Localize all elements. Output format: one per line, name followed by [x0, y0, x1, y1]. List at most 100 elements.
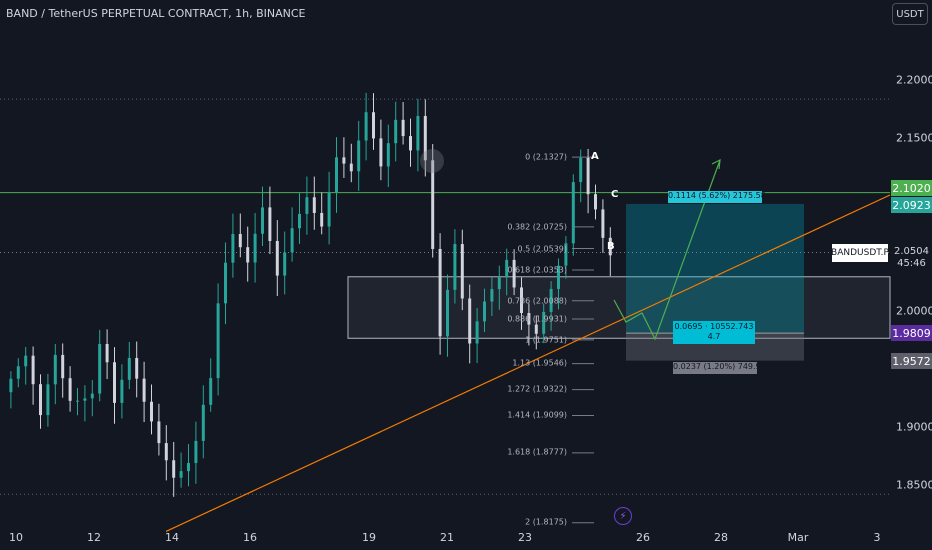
candle-body	[16, 366, 20, 379]
fib-label: 1.618 (1.8777)	[507, 447, 567, 457]
candle-body	[246, 247, 250, 263]
x-tick-label: 16	[243, 531, 257, 544]
wave-label-c: C	[611, 189, 619, 200]
x-tick-label: 12	[87, 531, 101, 544]
trendline	[165, 194, 891, 532]
candle-body	[194, 440, 198, 463]
fib-label: 1.414 (1.9099)	[507, 410, 567, 420]
wave-label-b: B	[607, 241, 615, 252]
candle-body	[490, 289, 494, 302]
fib-label: 0.618 (2.0353)	[507, 265, 567, 275]
candle-body	[150, 401, 153, 422]
candle-body	[120, 379, 124, 403]
candle-body	[187, 462, 190, 472]
candle-body	[164, 443, 168, 461]
candle-body	[238, 234, 242, 248]
fib-label: 1 (1.9751)	[525, 335, 567, 345]
candle-body	[39, 384, 42, 416]
x-tick-label: 19	[362, 531, 376, 544]
candle-body	[231, 234, 235, 263]
lightning-icon[interactable]: ⚡	[614, 507, 632, 525]
candle-body	[564, 243, 568, 266]
candle-body	[327, 192, 331, 227]
candle-body	[83, 398, 87, 401]
candle-body	[216, 303, 220, 379]
candle-body	[431, 160, 435, 249]
candle-body	[497, 277, 501, 290]
candle-body	[460, 244, 464, 299]
candle-body	[179, 471, 183, 478]
candle-body	[53, 354, 57, 385]
candle-body	[46, 384, 50, 416]
candle-body	[386, 143, 390, 167]
candle-body	[98, 343, 102, 394]
candle-body	[512, 259, 516, 288]
price-tag-stop: 1.9572	[891, 353, 932, 369]
candle-body	[586, 157, 590, 195]
currency-button[interactable]: USDT	[892, 3, 928, 25]
wave-label-a: A	[591, 151, 599, 162]
candle-body	[594, 194, 597, 210]
candle-body	[157, 421, 161, 444]
candle-body	[61, 354, 65, 379]
candle-body	[224, 262, 227, 304]
candle-body	[68, 378, 72, 401]
candle-body	[312, 197, 316, 213]
projection-arrowhead	[711, 158, 721, 170]
target-info-box: 0.1114 (5.62%) 2175.58	[668, 191, 766, 203]
x-tick-label: 26	[636, 531, 650, 544]
fib-label: 1.272 (1.9322)	[507, 384, 567, 394]
x-tick-label: Mar	[787, 531, 809, 544]
candle-body	[127, 357, 131, 380]
candle-body	[416, 115, 420, 151]
candle-body	[505, 259, 509, 278]
candle-body	[298, 213, 301, 229]
y-tick-label: 2.0000	[896, 304, 932, 318]
price-tag-entry: 1.9809	[891, 325, 932, 341]
profit-zone	[626, 203, 804, 334]
stop-info-box: 0.0237 (1.20%) 749.9	[673, 362, 761, 374]
price-tag-target-line: 2.1020	[891, 180, 932, 196]
candle-body	[268, 207, 272, 241]
candle-body	[283, 252, 287, 276]
y-tick-label: 2.1500	[896, 131, 932, 145]
candle-body	[24, 355, 28, 367]
entry-info-line-2: 4.7	[707, 332, 721, 341]
candle-body	[172, 460, 176, 478]
x-tick-label: 10	[9, 531, 23, 544]
candle-body	[105, 343, 109, 363]
candle-body	[409, 136, 412, 151]
fib-label: 0.886 (1.9931)	[507, 314, 567, 324]
candle-body	[261, 207, 264, 234]
fib-label: 0.786 (2.0088)	[507, 296, 567, 306]
x-tick-label: 21	[440, 531, 454, 544]
candle-body	[31, 355, 35, 385]
candle-body	[349, 163, 353, 172]
fib-label: 0.382 (2.0725)	[507, 222, 567, 232]
projection-path	[613, 159, 721, 341]
x-tick-label: 14	[165, 531, 179, 544]
chart-title: BAND / TetherUS PERPETUAL CONTRACT, 1h, …	[6, 7, 306, 20]
candle-body	[401, 119, 405, 137]
candle-body	[379, 138, 383, 167]
candle-body	[372, 112, 375, 139]
x-tick-label: 3	[873, 531, 881, 544]
candle-body	[520, 287, 523, 314]
candle-body	[90, 393, 94, 399]
candle-body	[549, 288, 553, 312]
x-tick-label: 28	[714, 531, 728, 544]
candle-body	[557, 265, 560, 289]
cursor-marker	[420, 149, 444, 173]
candle-body	[527, 313, 531, 325]
candle-body	[534, 324, 538, 334]
candle-body	[453, 244, 457, 290]
candle-body	[335, 157, 338, 193]
candle-body	[113, 362, 116, 403]
candle-body	[142, 378, 146, 402]
candle-body	[275, 240, 279, 276]
fib-label: 2 (1.8175)	[525, 517, 567, 527]
candle-body	[9, 378, 13, 393]
candle-body	[475, 321, 479, 344]
candle-body	[357, 140, 361, 172]
